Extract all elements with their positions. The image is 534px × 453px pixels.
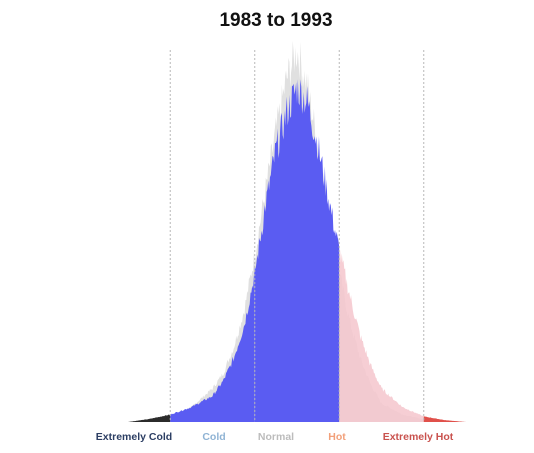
category-labels: Extremely Cold Cold Normal Hot Extremely Hot [96,431,454,443]
category-label-extremely-hot: Extremely Hot [383,431,454,443]
segment-hot [339,249,424,422]
segment-cold [170,267,255,422]
threshold-lines [169,50,425,422]
segment-normal [254,79,340,422]
segment-extremely-cold [128,414,171,422]
category-label-hot: Hot [328,431,346,443]
period-distribution-layer [128,79,466,422]
segment-extremely-hot [423,416,466,422]
category-label-normal: Normal [258,431,294,443]
chart-title: 1983 to 1993 [219,10,333,31]
category-label-extremely-cold: Extremely Cold [96,431,172,443]
category-label-cold: Cold [202,431,225,443]
